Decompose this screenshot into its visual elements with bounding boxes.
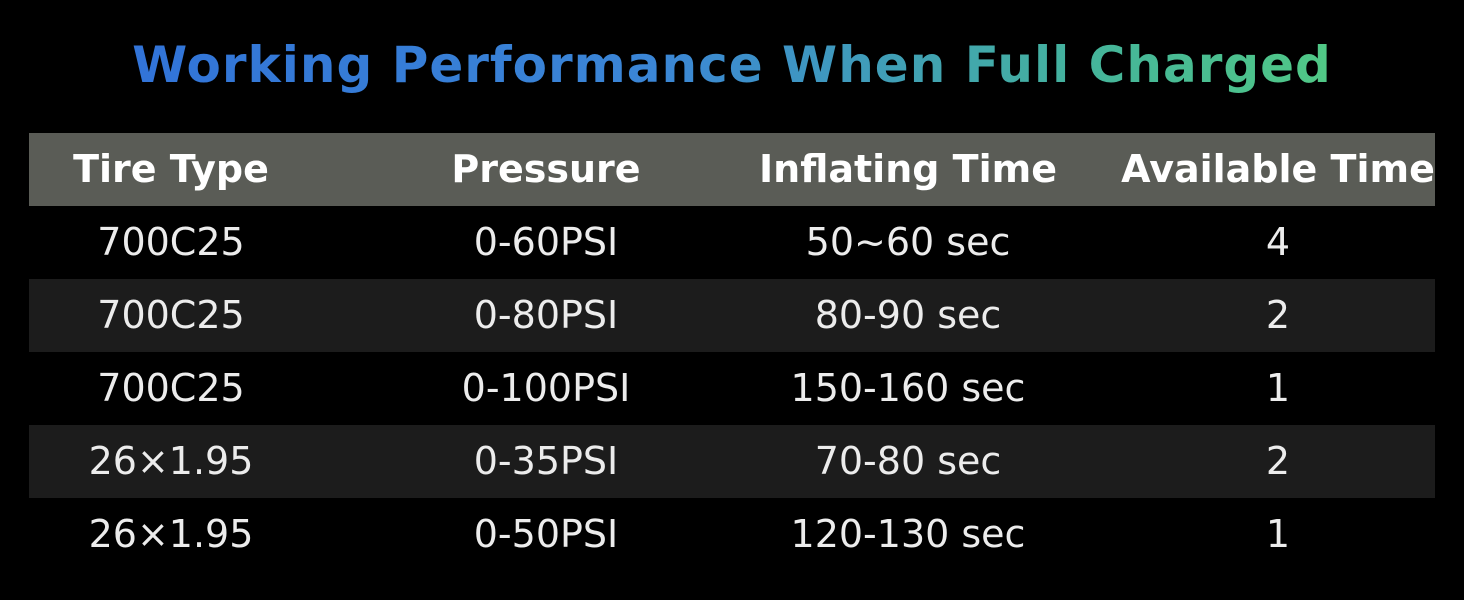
header-pressure: Pressure [451,147,641,191]
header-inflating-time: Inflating Time [759,147,1057,191]
available-time-cell: 4 [1265,220,1291,264]
inflating-time-cell: 70-80 sec [814,439,1002,483]
tire-type-cell: 26×1.95 [88,439,254,483]
header-available-time: Available Time [1121,147,1435,191]
available-time-cell: 2 [1265,439,1291,483]
table-row: 26×1.95 0-50PSI 120-130 sec 1 [29,498,1435,571]
tire-type-cell: 700C25 [97,293,245,337]
inflating-time-cell: 50~60 sec [805,220,1011,264]
tire-type-cell: 700C25 [97,220,245,264]
inflating-time-cell: 150-160 sec [790,366,1026,410]
page-title: Working Performance When Full Charged [0,30,1464,100]
table-row: 700C25 0-100PSI 150-160 sec 1 [29,352,1435,425]
pressure-cell: 0-80PSI [473,293,619,337]
pressure-cell: 0-35PSI [473,439,619,483]
available-time-cell: 2 [1265,293,1291,337]
header-tire-type: Tire Type [73,147,269,191]
performance-table: Tire Type Pressure Inflating Time Availa… [29,133,1435,571]
tire-type-cell: 700C25 [97,366,245,410]
available-time-cell: 1 [1265,366,1291,410]
table-row: 26×1.95 0-35PSI 70-80 sec 2 [29,425,1435,498]
inflating-time-cell: 120-130 sec [790,512,1026,556]
table-row: 700C25 0-80PSI 80-90 sec 2 [29,279,1435,352]
pressure-cell: 0-50PSI [473,512,619,556]
pressure-cell: 0-100PSI [461,366,631,410]
table-row: 700C25 0-60PSI 50~60 sec 4 [29,206,1435,279]
inflating-time-cell: 80-90 sec [814,293,1002,337]
available-time-cell: 1 [1265,512,1291,556]
pressure-cell: 0-60PSI [473,220,619,264]
tire-type-cell: 26×1.95 [88,512,254,556]
table-header-row: Tire Type Pressure Inflating Time Availa… [29,133,1435,206]
